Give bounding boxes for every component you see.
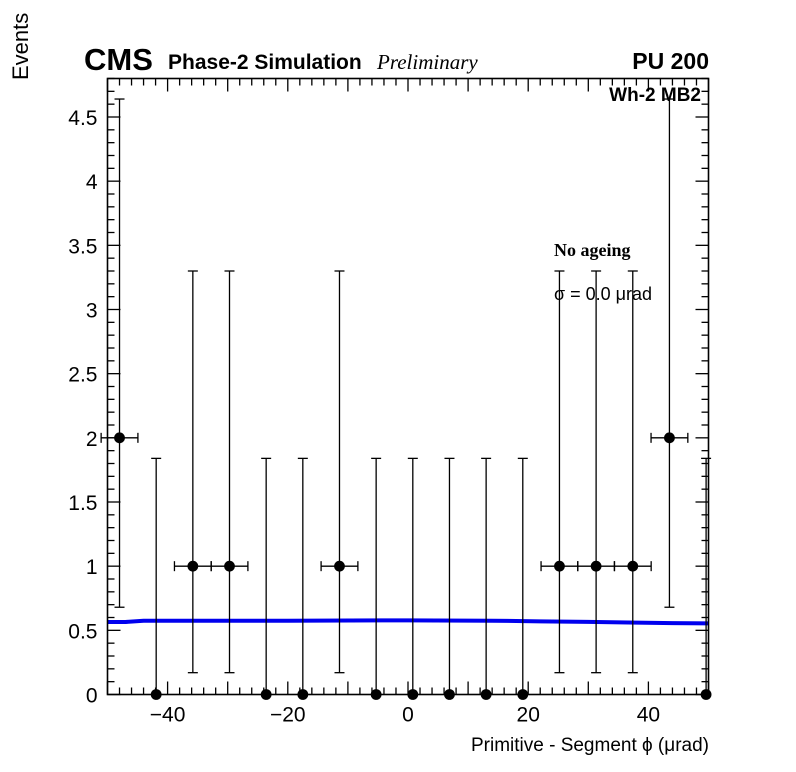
cms-logo-label: CMS xyxy=(84,42,153,77)
y-tick-label: 3 xyxy=(86,300,98,323)
y-tick-label: 1 xyxy=(86,556,98,579)
y-tick-label: 3.5 xyxy=(68,235,97,258)
pileup-label: PU 200 xyxy=(632,48,709,74)
data-point xyxy=(297,457,309,700)
data-point xyxy=(480,457,492,700)
data-point xyxy=(444,457,455,700)
y-tick-label: 4.5 xyxy=(68,107,97,130)
x-tick-label: −20 xyxy=(270,704,306,727)
data-point xyxy=(613,270,652,674)
data-point xyxy=(210,270,249,674)
y-tick-label: 2 xyxy=(86,428,98,451)
x-tick-label: −40 xyxy=(150,704,186,727)
x-tick-label: 20 xyxy=(517,704,540,727)
data-point xyxy=(577,270,616,674)
y-tick-label: 0 xyxy=(86,685,98,708)
data-point xyxy=(150,457,162,700)
data-point xyxy=(173,270,212,674)
y-tick-label: 1.5 xyxy=(68,492,97,515)
x-tick-labels: −40 −20 0 20 40 xyxy=(150,704,660,727)
data-point xyxy=(650,98,689,608)
y-tick-label: 0.5 xyxy=(68,620,97,643)
axis-ticks xyxy=(106,77,710,696)
ageing-label: No ageing xyxy=(554,240,631,260)
fit-line xyxy=(107,618,709,626)
data-point xyxy=(260,457,272,700)
fit-curve xyxy=(107,618,709,626)
x-axis-title: Primitive - Segment ϕ (μrad) xyxy=(471,735,709,756)
y-tick-labels: 0 0.5 1 1.5 2 2.5 3 3.5 4 4.5 xyxy=(68,107,98,708)
y-axis-title: Events xyxy=(8,13,33,80)
x-tick-label: 0 xyxy=(402,704,414,727)
resolution-label: σ = 0.0 μrad xyxy=(554,284,652,304)
y-tick-label: 2.5 xyxy=(68,364,97,387)
simulation-label: Phase-2 Simulation xyxy=(168,51,362,74)
data-points xyxy=(100,98,712,700)
plot-frame xyxy=(106,77,710,696)
data-point xyxy=(320,270,359,674)
detector-label: Wh-2 MB2 xyxy=(609,85,701,106)
preliminary-label: Preliminary xyxy=(376,50,478,74)
y-tick-label: 4 xyxy=(86,171,98,194)
data-point xyxy=(407,457,419,700)
data-point xyxy=(540,270,579,674)
data-point xyxy=(100,98,139,608)
data-point xyxy=(517,457,529,700)
data-point xyxy=(370,457,382,700)
x-tick-label: 40 xyxy=(637,704,660,727)
